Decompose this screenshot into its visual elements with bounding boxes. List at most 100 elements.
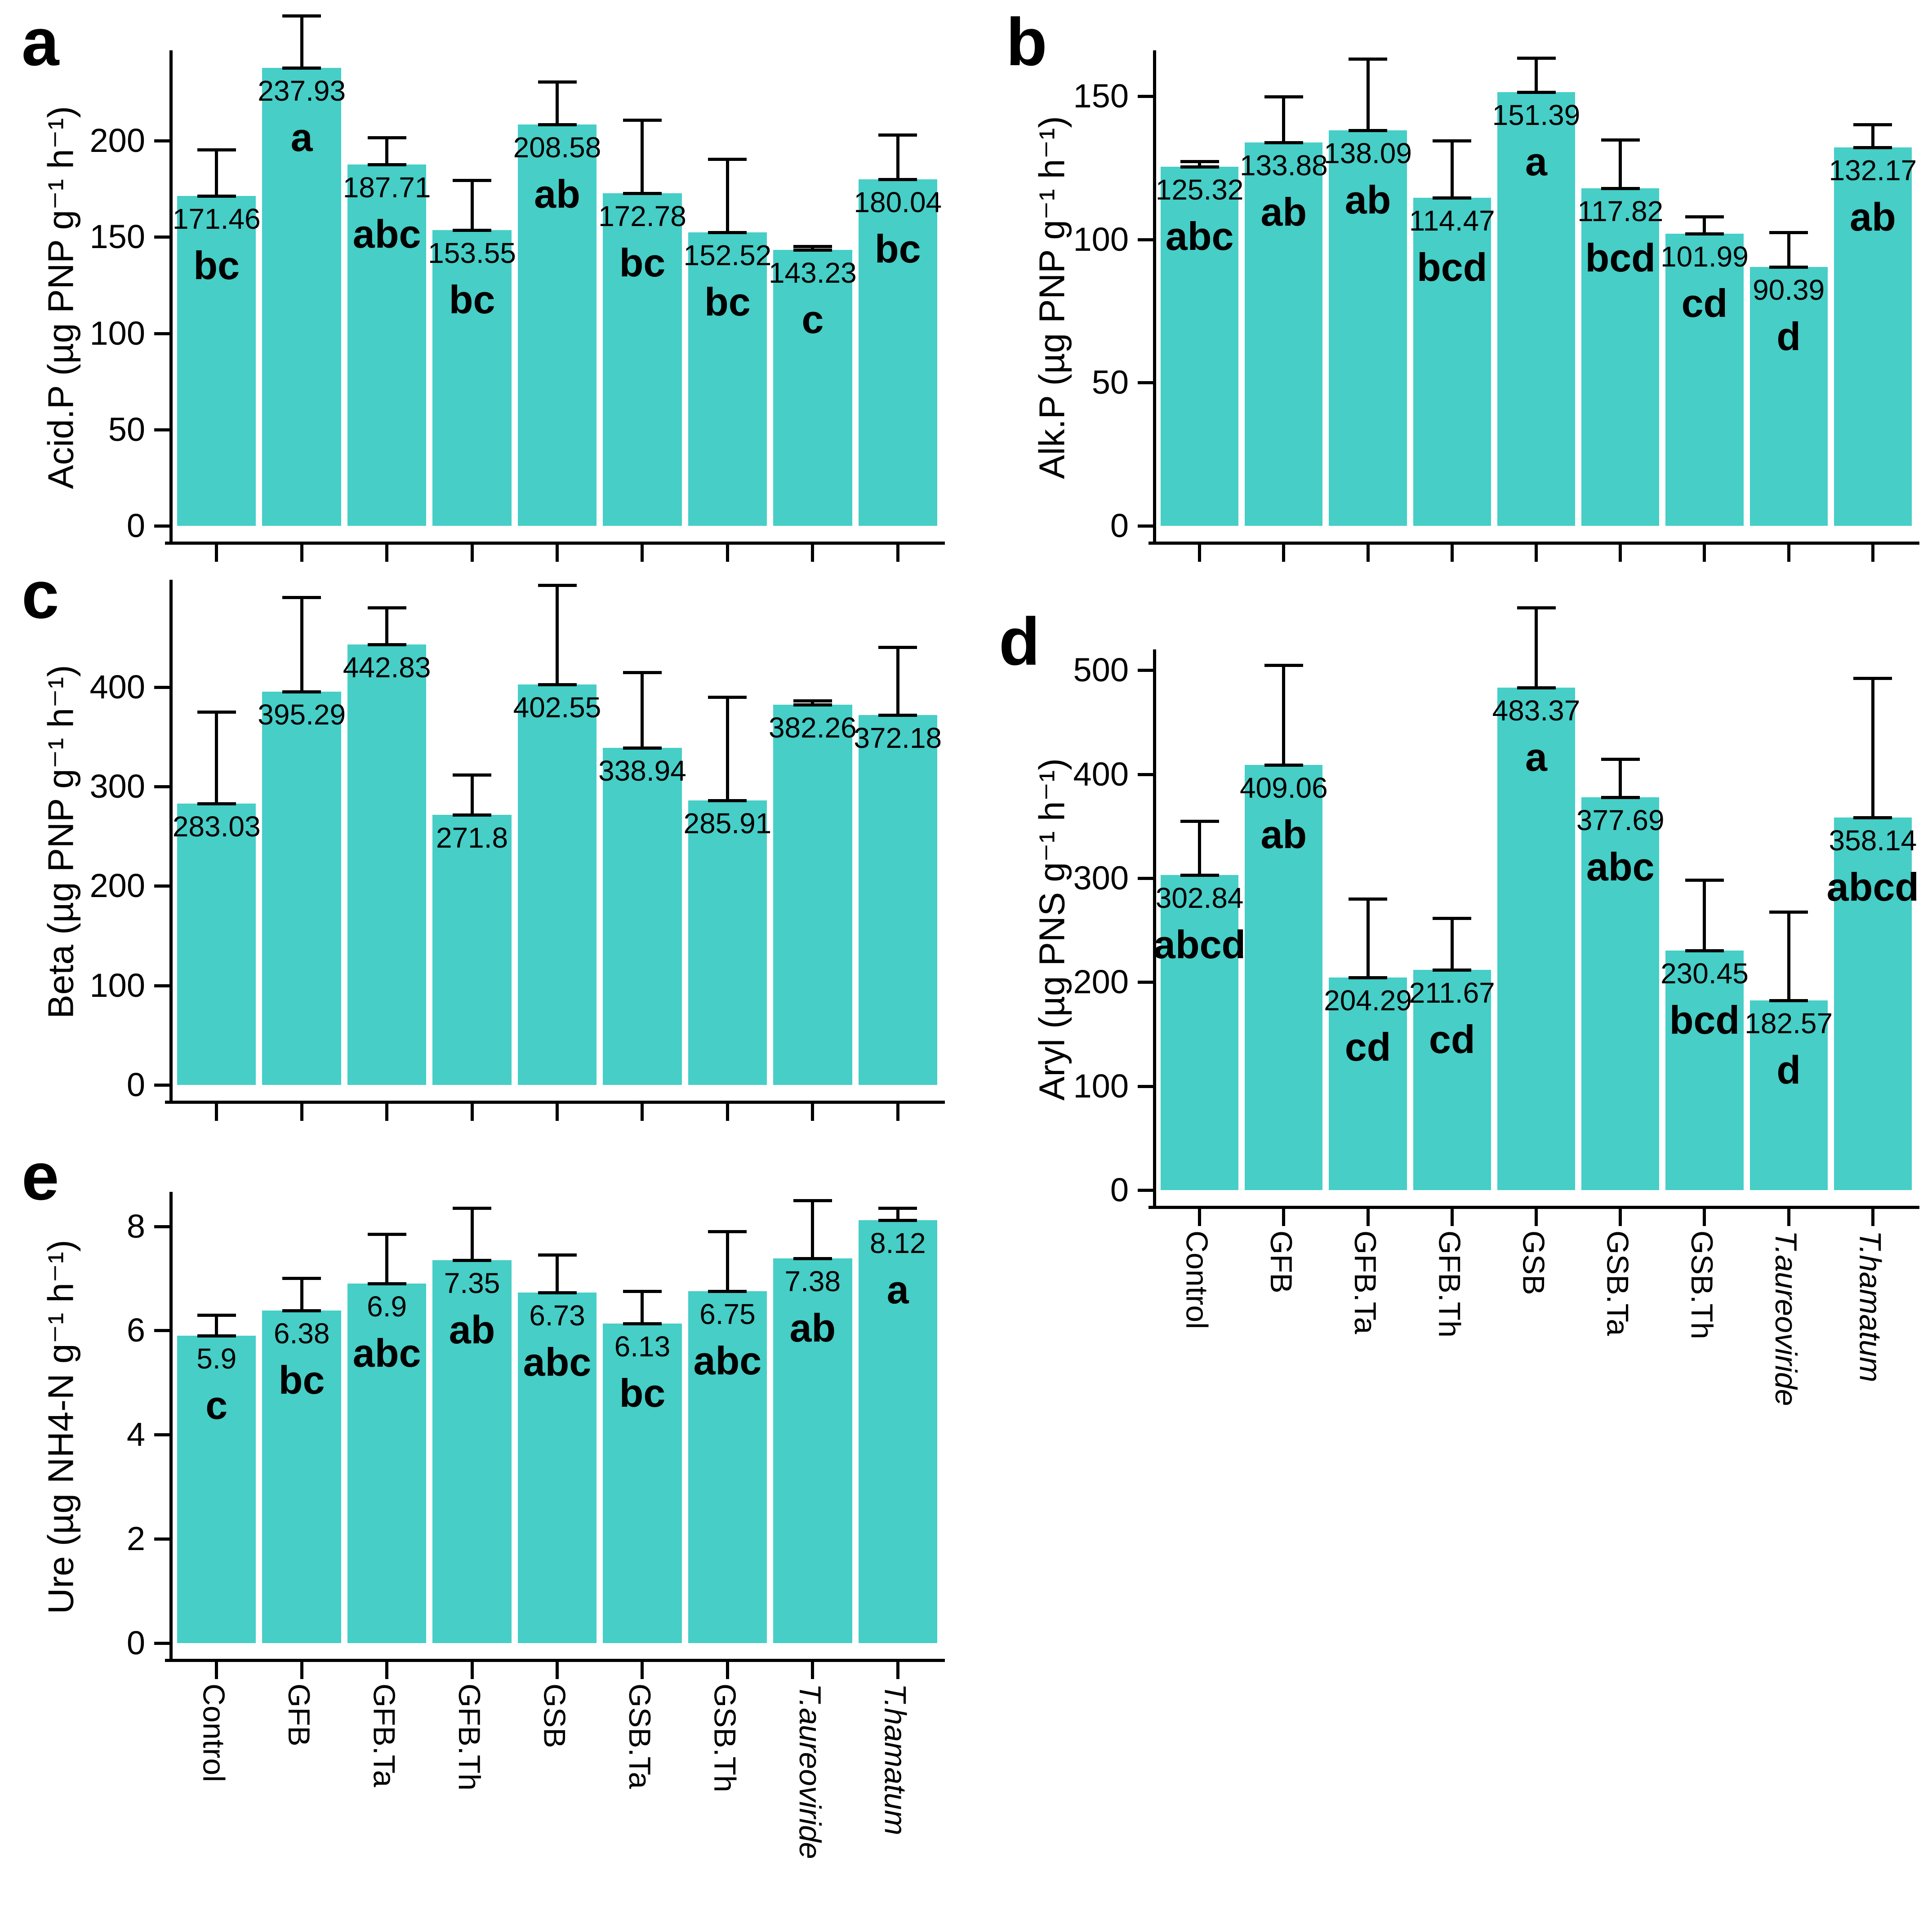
x-axis-tick [1619,545,1622,562]
x-axis-tick [1450,1209,1454,1226]
sig-letter: ab [1260,189,1307,234]
x-axis-tick [641,1104,644,1121]
value-label: 377.69 [1576,804,1665,837]
x-category-label-text: T.aureoviride [792,1684,827,1859]
y-axis-tick [154,139,169,143]
bar-b-1 [1245,142,1323,526]
bar-a-5 [603,193,682,526]
sig-letter: ab [1850,194,1896,239]
y-tick-label: 400 [1073,755,1129,793]
x-axis-tick [1619,1209,1622,1226]
sig-letter: c [801,297,824,342]
bar-a-3 [432,230,512,526]
error-bar-line [1535,58,1538,93]
x-category-label: GFB.Th [452,1684,492,1793]
x-axis-line [165,1101,945,1104]
x-axis-tick [811,545,815,562]
error-bar-cap-bottom [1349,129,1388,132]
error-bar-cap-top [1685,878,1724,882]
value-label: 172.78 [598,200,686,232]
y-axis-line [1153,649,1156,1209]
x-axis-tick [1198,545,1202,562]
error-bar-line [556,585,559,685]
bar-d-1 [1245,764,1323,1190]
y-tick-label: 100 [1073,1067,1129,1105]
error-bar-cap-bottom [1264,141,1303,144]
error-bar-line [1535,607,1538,688]
error-bar-cap-bottom [793,1257,832,1261]
value-label: 152.52 [683,239,772,271]
x-axis-tick [385,1662,389,1679]
error-bar-cap-top [708,696,747,699]
value-label: 208.58 [513,131,601,164]
error-bar-cap-top [793,244,832,248]
bar-a-7 [773,250,852,526]
error-bar-cap-top [1349,897,1388,901]
y-tick-label: 300 [89,768,145,805]
panel-letter-e: e [22,1138,59,1214]
y-axis-tick [1138,524,1153,528]
error-bar-cap-bottom [282,1309,321,1313]
x-axis-tick [470,1662,474,1679]
x-category-label-text: GSB.Ta [1600,1231,1635,1336]
error-bar-cap-bottom [1853,816,1892,820]
value-label: 114.47 [1409,204,1495,237]
plot-area-e: 0 2 4 6 8 5.9 c Control 6.38 bc GFB 6.9 abc GFB.Ta 7.3… [127,1192,945,1859]
x-axis-tick [470,1104,474,1121]
error-bar-cap-top [878,646,917,649]
sig-letter: cd [1344,1025,1391,1070]
plot-area-b: 0 50 100 150 125.32 abc 133.88 ab 138.09 ab 114.47… [1073,50,1919,562]
sig-letter: a [290,115,313,160]
error-bar-line [1871,124,1874,147]
error-bar-line [1787,911,1790,1000]
y-axis-tick [154,332,169,335]
error-bar-cap-top [453,1206,492,1210]
error-bar-cap-top [1180,820,1219,823]
bar-a-0 [177,195,256,526]
y-axis-tick [154,1225,169,1228]
bar-e-3 [432,1260,512,1643]
error-bar-line [726,159,729,232]
bar-d-3 [1413,970,1491,1190]
bar-c-4 [517,684,597,1085]
y-axis-tick [154,685,169,689]
error-bar-cap-top [367,1232,406,1236]
sig-letter: bcd [1585,235,1656,280]
bar-a-4 [517,124,597,526]
value-label: 125.32 [1155,173,1244,206]
error-bar-cap-top [367,136,406,139]
x-axis-tick [1198,1209,1202,1226]
value-label: 90.39 [1753,273,1825,306]
error-bar-cap-top [197,711,236,714]
bar-b-4 [1497,92,1576,526]
y-tick-label: 100 [89,966,145,1004]
error-bar-cap-top [1685,215,1724,218]
bar-e-8 [858,1220,937,1643]
error-bar-cap-bottom [708,231,747,234]
sig-letter: abcd [1153,922,1246,967]
y-axis-tick [154,1084,169,1087]
bar-a-8 [858,179,937,526]
error-bar-cap-bottom [538,123,577,126]
error-bar-cap-bottom [1349,976,1388,980]
value-label: 138.09 [1324,137,1412,169]
y-axis-tick [1138,1084,1153,1088]
error-bar-line [726,1231,729,1292]
sig-letter: abc [523,1339,592,1384]
bar-e-5 [603,1324,682,1643]
bar-b-7 [1749,267,1828,526]
error-bar-cap-bottom [453,229,492,232]
x-category-label-text: GFB.Ta [1348,1231,1383,1334]
error-bar-cap-bottom [623,746,662,750]
error-bar-cap-top [623,671,662,674]
value-label: 6.9 [367,1290,407,1323]
error-bar-line [1198,821,1202,875]
error-bar-cap-bottom [197,194,236,198]
plot-area-a: 0 50 100 150 200 171.46 bc 237.93 a 187.71 abc 153.… [90,14,945,562]
x-category-label: GFB.Ta [1348,1231,1388,1337]
value-label: 6.13 [614,1330,671,1363]
y-axis-title-e: Ure (µg NH4-N g⁻¹ h⁻¹) [40,1240,81,1614]
error-bar-line [1619,139,1622,189]
error-bar-cap-top [282,1277,321,1280]
bar-d-8 [1834,818,1912,1190]
